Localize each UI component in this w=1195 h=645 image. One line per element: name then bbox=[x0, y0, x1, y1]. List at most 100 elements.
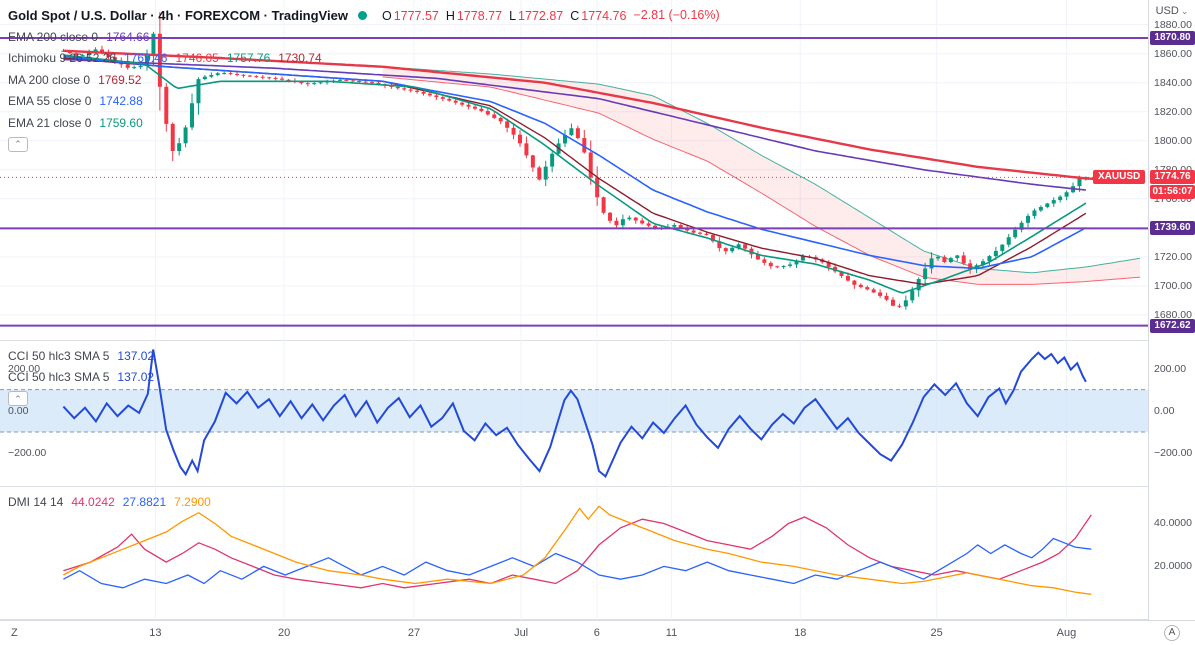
price-tick-label: 1880.00 bbox=[1154, 18, 1192, 31]
indicator-value: 1757.76 bbox=[226, 51, 271, 66]
cci-left-tick-label: 0.00 bbox=[8, 404, 29, 417]
time-tick-label: Jul bbox=[514, 627, 529, 639]
indicator-value: 1764.66 bbox=[106, 29, 150, 44]
indicator-legend-row[interactable]: EMA 55 close 0 1742.88 bbox=[8, 91, 720, 113]
currency-label: USD bbox=[1155, 5, 1179, 17]
indicator-value: 137.02 bbox=[117, 370, 155, 385]
cci-chart-canvas[interactable] bbox=[0, 341, 1148, 487]
currency-selector[interactable]: USD ⌄ bbox=[1149, 5, 1195, 17]
price-level-badge: 1870.80 bbox=[1150, 31, 1195, 46]
ohlc-value: 1774.76 bbox=[581, 8, 627, 23]
dmi-line bbox=[63, 514, 1092, 589]
dmi-panel[interactable]: DMI 14 14 44.0242 27.8821 7.2900 bbox=[0, 487, 1148, 620]
indicator-label: EMA 21 close 0 bbox=[8, 115, 92, 130]
indicator-value: 1746.05 bbox=[175, 51, 219, 66]
symbol-price-flag: XAUUSD bbox=[1093, 170, 1146, 185]
dmi-line bbox=[63, 505, 1092, 595]
overlay-line bbox=[63, 54, 1087, 294]
indicator-value: 1769.52 bbox=[98, 72, 142, 87]
collapse-main-legend-button[interactable]: ⌃ bbox=[8, 136, 28, 152]
indicator-value: 1769.46 bbox=[124, 51, 168, 66]
cci-band bbox=[0, 389, 1148, 432]
cci-legend-row[interactable]: CCI 50 hlc3 SMA 5 137.02 bbox=[8, 367, 154, 389]
indicator-label: Ichimoku 9 26 52 26 bbox=[8, 51, 117, 66]
time-scale[interactable]: Z 13 20 27 Jul 6 11 18 25 Aug A bbox=[0, 620, 1195, 645]
indicator-value: 1730.74 bbox=[278, 51, 322, 66]
indicator-label: EMA 200 close 0 bbox=[8, 29, 99, 44]
cci-line bbox=[62, 349, 1087, 478]
indicator-label: EMA 55 close 0 bbox=[8, 94, 92, 109]
symbol-title-row[interactable]: Gold Spot / U.S. Dollar · 4h · FOREXCOM … bbox=[8, 4, 720, 26]
cci-indicator-legend: CCI 50 hlc3 SMA 5 137.02 CCI 50 hlc3 SMA 5… bbox=[8, 345, 154, 388]
chevron-down-icon: ⌄ bbox=[1180, 6, 1189, 16]
ohlc-value: 1778.77 bbox=[456, 8, 503, 23]
dmi-indicator-legend: DMI 14 14 44.0242 27.8821 7.2900 bbox=[8, 491, 211, 513]
time-tick-label: 6 bbox=[593, 627, 600, 639]
dmi-chart-canvas[interactable] bbox=[0, 487, 1148, 620]
time-tick-label: 11 bbox=[665, 627, 678, 639]
indicator-value: 137.02 bbox=[117, 348, 155, 363]
indicator-label: DMI 14 14 bbox=[8, 494, 64, 509]
ohlc-letter: O bbox=[381, 8, 392, 23]
dmi-legend-row[interactable]: DMI 14 14 44.0242 27.8821 7.2900 bbox=[8, 491, 211, 513]
cci-left-tick-label: −200.00 bbox=[8, 447, 47, 460]
indicator-legend-row[interactable]: Ichimoku 9 26 52 26 1769.46 1746.05 1757.76… bbox=[8, 48, 720, 70]
overlay-line bbox=[63, 58, 1086, 191]
ohlc-value: 1772.87 bbox=[518, 8, 564, 23]
indicator-label: CCI 50 hlc3 SMA 5 bbox=[8, 370, 110, 385]
price-change: −2.81 (−0.16%) bbox=[633, 8, 720, 22]
ohlc-letter: H bbox=[445, 8, 455, 23]
market-status-icon bbox=[357, 10, 367, 20]
symbol-title[interactable]: Gold Spot / U.S. Dollar · 4h · FOREXCOM … bbox=[8, 7, 348, 23]
collapse-cci-legend-button[interactable]: ⌃ bbox=[8, 391, 28, 406]
price-tick-label: 1700.00 bbox=[1154, 279, 1192, 292]
indicator-value: 1759.60 bbox=[99, 115, 143, 130]
indicator-legend-row[interactable]: EMA 200 close 0 1764.66 bbox=[8, 26, 720, 48]
ohlc-values: O 1777.57 H 1778.77 L 1772.87 C 1774.76 bbox=[375, 8, 627, 23]
cci-tick-label: 200.00 bbox=[1154, 362, 1187, 375]
indicator-legend-row[interactable]: EMA 21 close 0 1759.60 bbox=[8, 112, 720, 134]
cci-panel[interactable]: CCI 50 hlc3 SMA 5 137.02 CCI 50 hlc3 SMA 5… bbox=[0, 341, 1148, 487]
price-tick-label: 1720.00 bbox=[1154, 250, 1192, 263]
ichimoku-cloud bbox=[382, 66, 1141, 285]
ohlc-value: 1777.57 bbox=[393, 8, 439, 23]
overlay-line bbox=[63, 55, 1087, 270]
timezone-button[interactable]: Z bbox=[11, 627, 18, 639]
price-tick-label: 1800.00 bbox=[1154, 134, 1192, 147]
price-tick-label: 1860.00 bbox=[1154, 47, 1192, 60]
time-tick-label: 27 bbox=[407, 627, 421, 639]
price-level-badge: 1739.60 bbox=[1150, 221, 1195, 236]
dmi-tick-label: 40.0000 bbox=[1154, 517, 1192, 530]
time-tick-label: 25 bbox=[930, 627, 943, 639]
indicator-value: 44.0242 bbox=[71, 494, 115, 509]
ohlc-letter: L bbox=[509, 8, 517, 23]
cci-legend-row[interactable]: CCI 50 hlc3 SMA 5 137.02 bbox=[8, 345, 154, 367]
price-chart-canvas[interactable] bbox=[0, 0, 1148, 341]
time-tick-label: 18 bbox=[794, 627, 807, 639]
price-level-badge: 1672.62 bbox=[1150, 318, 1195, 333]
indicator-legend-row[interactable]: MA 200 close 0 1769.52 bbox=[8, 69, 720, 91]
price-tick-label: 1840.00 bbox=[1154, 76, 1192, 89]
cci-left-tick-label: 200.00 bbox=[8, 362, 41, 375]
indicator-value: 27.8821 bbox=[122, 494, 167, 509]
indicator-label: CCI 50 hlc3 SMA 5 bbox=[8, 348, 110, 363]
price-tick-label: 1680.00 bbox=[1154, 308, 1192, 321]
auto-scale-button[interactable]: A bbox=[1164, 625, 1180, 641]
dmi-tick-label: 20.0000 bbox=[1154, 560, 1192, 573]
price-scale[interactable]: USD ⌄ 1880.00 1860.00 1840.00 1820.00 1800.00… bbox=[1148, 0, 1195, 620]
overlay-line bbox=[63, 49, 1141, 183]
time-tick-label: 20 bbox=[278, 627, 291, 639]
indicator-value: 1742.88 bbox=[99, 94, 143, 109]
cci-tick-label: −200.00 bbox=[1154, 447, 1193, 460]
indicator-value: 7.2900 bbox=[174, 494, 211, 509]
price-tick-label: 1820.00 bbox=[1154, 105, 1192, 118]
main-indicator-legend: EMA 200 close 0 1764.66 Ichimoku 9 26 52 2… bbox=[8, 26, 720, 134]
dmi-line bbox=[63, 537, 1092, 589]
last-price-badge: 1774.76 bbox=[1150, 170, 1195, 185]
time-tick-label: Aug bbox=[1056, 627, 1077, 639]
bar-countdown-badge: 01:56:07 bbox=[1150, 185, 1195, 200]
cci-tick-label: 0.00 bbox=[1154, 404, 1175, 417]
price-panel[interactable]: Gold Spot / U.S. Dollar · 4h · FOREXCOM … bbox=[0, 0, 1148, 341]
time-tick-label: 13 bbox=[149, 627, 162, 639]
